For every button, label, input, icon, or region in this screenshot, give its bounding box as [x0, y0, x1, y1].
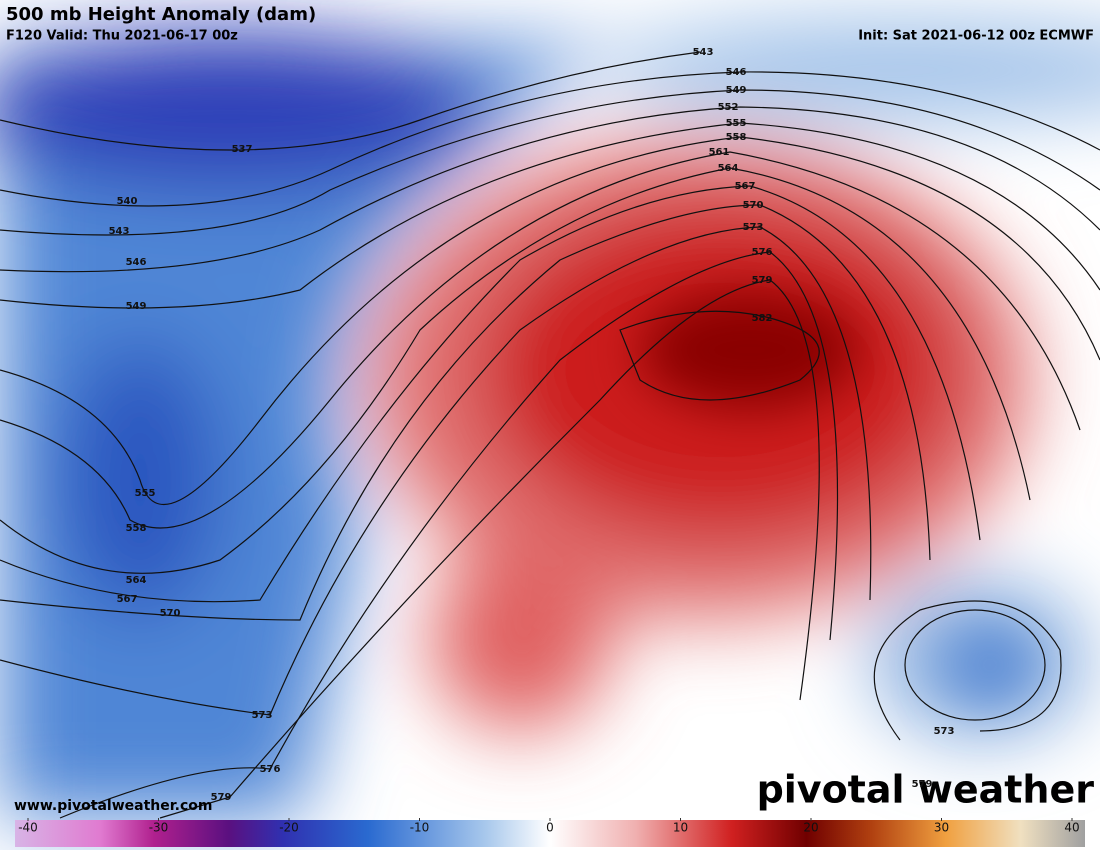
contour-label: 579 — [912, 779, 933, 790]
contour-label: 552 — [718, 102, 739, 113]
contour-label: 570 — [743, 200, 764, 211]
colorbar-tick-label: -40 — [18, 821, 38, 835]
colorbar-tick-label: -10 — [410, 821, 430, 835]
colorbar-tick-label: 40 — [1064, 821, 1079, 835]
valid-time: F120 Valid: Thu 2021-06-17 00z — [6, 29, 238, 44]
contour-label: 543 — [109, 226, 130, 237]
init-time: Init: Sat 2021-06-12 00z ECMWF — [858, 29, 1094, 44]
contour-label: 573 — [743, 222, 764, 233]
contour-label: 558 — [726, 132, 747, 143]
contour-label: 549 — [126, 301, 147, 312]
contour-label: 567 — [117, 594, 138, 605]
contour-label: 555 — [726, 118, 747, 129]
contour-label: 582 — [752, 313, 773, 324]
contour-label: 579 — [211, 792, 232, 803]
contour-label: 564 — [718, 163, 739, 174]
contour-label: 564 — [126, 575, 147, 586]
title: 500 mb Height Anomaly (dam) — [6, 4, 316, 25]
colorbar-tick-label: 30 — [934, 821, 949, 835]
colorbar-tick-label: -20 — [279, 821, 299, 835]
contour-label: 546 — [126, 257, 147, 268]
logo: pivotal weather — [757, 768, 1095, 812]
contour-label: 549 — [726, 85, 747, 96]
colorbar — [15, 820, 1085, 847]
contour-label: 573 — [934, 726, 955, 737]
contour-label: 570 — [160, 608, 181, 619]
contour-label: 576 — [260, 764, 281, 775]
colorbar-tick-label: 20 — [803, 821, 818, 835]
contour-label: 576 — [752, 247, 773, 258]
map-field — [0, 20, 1100, 819]
contour-label: 555 — [135, 488, 156, 499]
contour-label: 579 — [752, 275, 773, 286]
website: www.pivotalweather.com — [14, 798, 213, 814]
contour-label: 546 — [726, 67, 747, 78]
contour-label: 540 — [117, 196, 138, 207]
contour-label: 558 — [126, 523, 147, 534]
contour-label: 573 — [252, 710, 273, 721]
contour-label: 543 — [693, 47, 714, 58]
colorbar-tick-label: 10 — [673, 821, 688, 835]
contour-label: 567 — [735, 181, 756, 192]
contour-label: 537 — [232, 144, 253, 155]
colorbar-tick-label: -30 — [149, 821, 169, 835]
contour-label: 561 — [709, 147, 730, 158]
colorbar-tick-label: 0 — [546, 821, 554, 835]
